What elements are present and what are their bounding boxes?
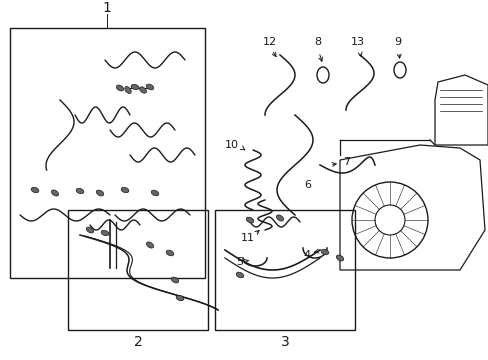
Text: 5: 5 bbox=[236, 257, 243, 267]
Ellipse shape bbox=[116, 85, 123, 91]
Text: 4: 4 bbox=[303, 250, 310, 260]
Ellipse shape bbox=[86, 227, 94, 233]
Bar bbox=[10, 28, 204, 278]
Text: 10: 10 bbox=[224, 140, 239, 150]
Polygon shape bbox=[434, 75, 487, 145]
Text: 7: 7 bbox=[343, 157, 350, 167]
Ellipse shape bbox=[146, 242, 153, 248]
Ellipse shape bbox=[246, 217, 253, 223]
Text: 1: 1 bbox=[102, 1, 111, 15]
Bar bbox=[215, 210, 354, 330]
Ellipse shape bbox=[336, 255, 343, 261]
Polygon shape bbox=[339, 145, 484, 270]
Ellipse shape bbox=[101, 230, 109, 236]
Text: 11: 11 bbox=[241, 233, 254, 243]
Ellipse shape bbox=[171, 277, 178, 283]
Ellipse shape bbox=[146, 84, 153, 90]
Ellipse shape bbox=[166, 250, 173, 256]
Ellipse shape bbox=[124, 86, 131, 94]
Text: 3: 3 bbox=[280, 335, 289, 349]
Ellipse shape bbox=[321, 249, 328, 255]
Ellipse shape bbox=[76, 188, 83, 194]
Text: 2: 2 bbox=[133, 335, 142, 349]
Ellipse shape bbox=[236, 272, 244, 278]
Bar bbox=[68, 210, 207, 330]
Ellipse shape bbox=[51, 190, 59, 196]
Ellipse shape bbox=[31, 187, 39, 193]
Text: 13: 13 bbox=[350, 37, 364, 47]
Ellipse shape bbox=[276, 215, 283, 221]
Ellipse shape bbox=[121, 187, 129, 193]
Ellipse shape bbox=[131, 84, 139, 90]
Ellipse shape bbox=[176, 295, 183, 301]
Text: 9: 9 bbox=[394, 37, 401, 47]
Text: 8: 8 bbox=[314, 37, 321, 47]
Ellipse shape bbox=[151, 190, 159, 196]
Ellipse shape bbox=[139, 87, 146, 93]
Text: 12: 12 bbox=[263, 37, 277, 47]
Ellipse shape bbox=[96, 190, 103, 196]
Text: 6: 6 bbox=[304, 180, 311, 190]
